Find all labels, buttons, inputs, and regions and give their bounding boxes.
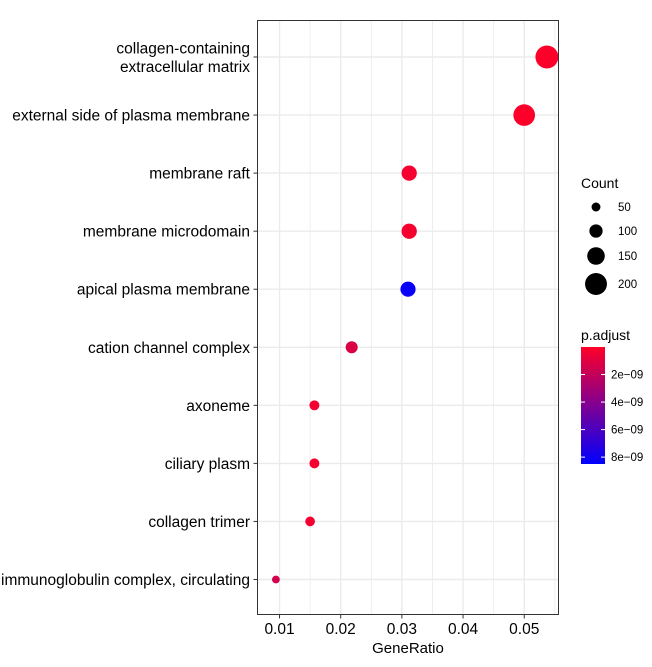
count-legend-key xyxy=(589,224,603,238)
y-tick-label: collagen trimer xyxy=(148,514,250,531)
y-tick-label: apical plasma membrane xyxy=(77,282,250,299)
data-point xyxy=(400,281,416,297)
data-point xyxy=(345,341,358,354)
x-axis-title: GeneRatio xyxy=(372,640,444,657)
p-adjust-tick-label: 6e−09 xyxy=(611,425,643,437)
count-legend-label: 50 xyxy=(618,202,631,214)
y-tick-label: collagen-containing extracellular matrix xyxy=(116,40,250,76)
p-adjust-tick-label: 8e−09 xyxy=(611,452,643,464)
x-tick-label: 0.03 xyxy=(387,621,417,638)
p-adjust-colorbar xyxy=(581,347,605,464)
data-point xyxy=(513,104,536,126)
y-tick-label: cation channel complex xyxy=(88,340,250,357)
y-tick-label: axoneme xyxy=(186,398,250,415)
count-legend-key xyxy=(585,273,607,295)
x-tick-label: 0.02 xyxy=(326,621,356,638)
p-adjust-tick-label: 2e−09 xyxy=(611,370,643,382)
count-legend-title: Count xyxy=(581,175,618,191)
count-legend-label: 150 xyxy=(618,251,637,263)
data-point xyxy=(305,516,315,527)
x-tick-label: 0.05 xyxy=(509,621,539,638)
y-tick-label: membrane microdomain xyxy=(83,224,250,241)
count-legend-label: 100 xyxy=(618,226,637,238)
p-adjust-legend: p.adjust 2e−09 4e−09 6e−09 8e−09 xyxy=(581,327,643,464)
data-point xyxy=(309,458,320,469)
data-points xyxy=(272,45,559,584)
grid-lines xyxy=(257,20,559,615)
y-axis: collagen-containing extracellular matrix e… xyxy=(1,40,258,589)
p-adjust-tick-label: 4e−09 xyxy=(611,397,643,409)
y-tick-label: ciliary plasm xyxy=(165,456,250,473)
data-point xyxy=(535,45,559,69)
data-point xyxy=(401,165,417,181)
x-tick-label: 0.04 xyxy=(448,621,479,638)
x-tick-label: 0.01 xyxy=(264,621,294,638)
x-axis: 0.01 0.02 0.03 0.04 0.05 xyxy=(264,614,539,638)
p-adjust-legend-title: p.adjust xyxy=(581,327,630,343)
count-legend-label: 200 xyxy=(618,279,637,291)
count-legend: Count 50 100 150 200 xyxy=(581,175,637,295)
plot-panel xyxy=(257,20,559,615)
y-tick-label: external side of plasma membrane xyxy=(12,108,250,125)
y-tick-label: membrane raft xyxy=(149,166,250,183)
count-legend-key xyxy=(587,247,605,265)
count-legend-key xyxy=(591,202,601,212)
data-point xyxy=(272,575,280,584)
y-tick-label: immunoglobulin complex, circulating xyxy=(1,572,250,589)
data-point xyxy=(401,223,417,239)
data-point xyxy=(309,400,320,411)
